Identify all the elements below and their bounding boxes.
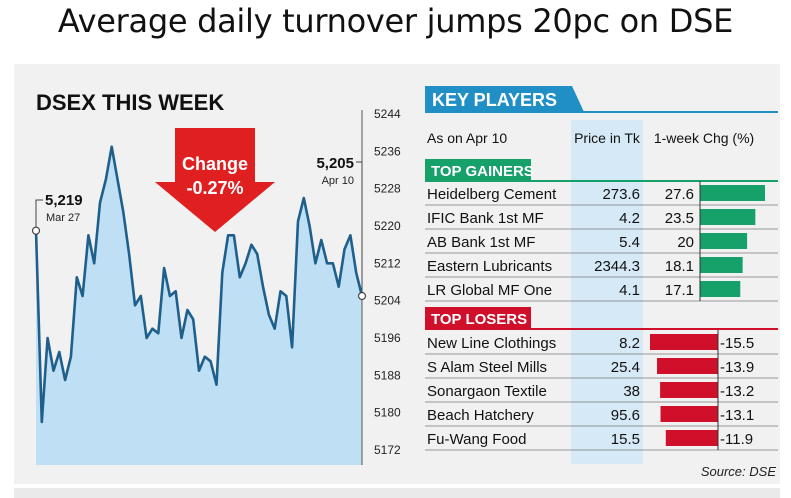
change-value: -15.5 [720,335,754,352]
gain-bar [700,257,743,273]
company-name: Heidelberg Cement [427,186,557,203]
gainer-row: Heidelberg Cement 273.6 27.6 [425,185,778,206]
loser-row: New Line Clothings 8.2 -15.5 [425,334,778,355]
change-value: 18.1 [665,258,694,275]
loss-bar [650,334,718,350]
series-line [34,145,364,424]
start-point [31,226,41,235]
change-label: Change [182,154,248,174]
y-axis-tick-labels: 5244 5236 5228 5220 5212 5204 5196 5188 5180 5172 [374,107,401,457]
gainer-row: AB Bank 1st MF 5.4 20 [425,233,778,254]
top-losers-label: TOP LOSERS [431,311,527,328]
area-layer [36,146,362,465]
y-tick-label: 5180 [374,406,401,420]
company-name: LR Global MF One [427,282,552,299]
price-value: 4.1 [619,282,640,299]
gain-bar [700,185,765,201]
change-arrow-body [175,128,255,192]
price-value: 4.2 [619,210,640,227]
y-tick-label: 5220 [374,219,401,233]
source-label: Source: DSE [701,464,776,479]
start-value-label: 5,219 [45,192,83,209]
headline: Average daily turnover jumps 20pc on DSE [57,2,734,40]
company-name: Beach Hatchery [427,407,534,424]
table-rows: Heidelberg Cement 273.6 27.6 IFIC Bank 1st … [425,181,778,451]
end-value-label: 5,205 [316,155,354,172]
change-value: -0.27% [186,178,243,198]
header-price: Price in Tk [574,130,641,146]
key-players-title: KEY PLAYERS [432,90,557,110]
gain-bar [700,209,756,225]
y-tick-label: 5212 [374,256,401,270]
company-name: New Line Clothings [427,335,556,352]
change-value: 17.1 [665,282,694,299]
loss-bar [665,430,718,446]
annotation-start: 5,219 Mar 27 [35,192,83,228]
y-tick-label: 5236 [374,144,401,158]
price-value: 273.6 [602,186,640,203]
header-change: 1-week Chg (%) [654,130,754,146]
chart-title: DSEX THIS WEEK [36,90,224,115]
company-name: Fu-Wang Food [427,431,527,448]
line-layer [31,145,367,424]
series-area [36,146,362,465]
price-value: 8.2 [619,335,640,352]
price-value: 25.4 [611,359,640,376]
top-losers-banner [425,307,531,329]
loss-bar [660,382,718,398]
gainer-row: IFIC Bank 1st MF 4.2 23.5 [425,209,778,230]
gainer-row: LR Global MF One 4.1 17.1 [425,281,778,302]
y-tick-label: 5188 [374,368,401,382]
gainer-row: Eastern Lubricants 2344.3 18.1 [425,257,778,278]
y-tick-label: 5172 [374,443,401,457]
loser-row: Beach Hatchery 95.6 -13.1 [425,406,778,427]
loser-row: Sonargaon Textile 38 -13.2 [425,382,778,403]
company-name: Eastern Lubricants [427,258,552,275]
end-date-label: Apr 10 [322,175,354,187]
loss-bar [660,406,718,422]
loss-bar [657,358,718,374]
change-value: 20 [677,234,694,251]
price-column-bg [571,120,643,464]
company-name: Sonargaon Textile [427,383,547,400]
price-value: 15.5 [611,431,640,448]
price-value: 2344.3 [594,258,640,275]
company-name: IFIC Bank 1st MF [427,210,544,227]
y-tick-label: 5204 [374,294,401,308]
top-gainers-label: TOP GAINERS [431,163,534,180]
footer-strip [14,488,780,498]
end-point [357,291,367,301]
company-name: S Alam Steel Mills [427,359,547,376]
gain-bar [700,281,741,297]
change-value: -13.2 [720,383,754,400]
price-value: 38 [623,383,640,400]
y-tick-label: 5228 [374,182,401,196]
change-arrow-head [155,182,275,232]
header-as-on: As on Apr 10 [427,130,507,146]
change-arrow: Change -0.27% [155,128,275,232]
price-value: 5.4 [619,234,640,251]
change-value: 27.6 [665,186,694,203]
y-tick-label: 5196 [374,331,401,345]
key-players-banner [425,86,584,112]
change-value: -13.9 [720,359,754,376]
start-date-label: Mar 27 [46,212,80,224]
y-tick-label: 5244 [374,107,401,121]
loser-row: Fu-Wang Food 15.5 -11.9 [425,430,778,451]
price-value: 95.6 [611,407,640,424]
loser-row: S Alam Steel Mills 25.4 -13.9 [425,358,778,379]
company-name: AB Bank 1st MF [427,234,535,251]
change-value: -13.1 [720,407,754,424]
gain-bar [700,233,748,249]
change-value: -11.9 [720,431,753,448]
annotation-end: 5,205 Apr 10 [316,155,363,294]
change-value: 23.5 [665,210,694,227]
top-gainers-banner [425,159,531,181]
